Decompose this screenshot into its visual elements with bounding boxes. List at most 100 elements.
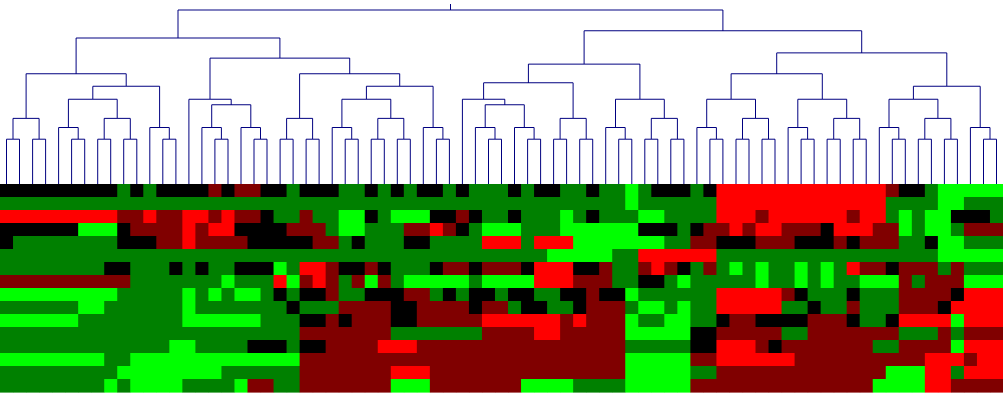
- heatmap-cell: [755, 236, 770, 250]
- heatmap-cell: [130, 223, 144, 237]
- heatmap-cell: [377, 223, 392, 237]
- heatmap-cell: [442, 249, 457, 263]
- heatmap-cell: [78, 379, 92, 393]
- heatmap-cell: [573, 275, 587, 289]
- heatmap-cell: [638, 184, 652, 198]
- heatmap-cell: [872, 197, 887, 211]
- heatmap-cell: [130, 288, 144, 302]
- heatmap-cell: [703, 314, 718, 328]
- heatmap-cell: [885, 210, 900, 224]
- heatmap-cell: [846, 353, 861, 367]
- heatmap-cell: [690, 314, 705, 328]
- heatmap-cell: [768, 379, 783, 393]
- heatmap-cell: [911, 210, 926, 224]
- heatmap-cell: [937, 314, 952, 328]
- heatmap-cell: [78, 340, 92, 354]
- heatmap-cell: [755, 366, 770, 380]
- heatmap-cell: [846, 301, 861, 315]
- heatmap-cell: [677, 223, 691, 237]
- heatmap-cell: [364, 327, 379, 341]
- heatmap-cell: [924, 314, 939, 328]
- heatmap-cell: [247, 249, 262, 263]
- heatmap-cell: [221, 184, 236, 198]
- heatmap-cell: [208, 184, 223, 198]
- heatmap-cell: [742, 327, 757, 341]
- heatmap-cell: [742, 249, 757, 263]
- heatmap-cell: [182, 262, 196, 276]
- heatmap-cell: [508, 275, 522, 289]
- heatmap-cell: [742, 197, 757, 211]
- heatmap-cell: [65, 314, 79, 328]
- heatmap-cell: [52, 327, 66, 341]
- heatmap-cell: [0, 353, 14, 367]
- heatmap-cell: [872, 262, 887, 276]
- heatmap-cell: [260, 301, 275, 315]
- heatmap-cell: [664, 353, 678, 367]
- heatmap-cell: [885, 275, 900, 289]
- heatmap-cell: [547, 236, 561, 250]
- heatmap-cell: [781, 236, 796, 250]
- heatmap-cell: [104, 184, 118, 198]
- heatmap-cell: [521, 301, 535, 315]
- heatmap-cell: [742, 236, 757, 250]
- heatmap-cell: [638, 314, 652, 328]
- heatmap-cell: [781, 197, 796, 211]
- heatmap-cell: [169, 262, 183, 276]
- heatmap-cell: [820, 262, 835, 276]
- heatmap-cell: [898, 314, 913, 328]
- heatmap-cell: [703, 353, 718, 367]
- heatmap-cell: [494, 236, 509, 250]
- heatmap-cell: [299, 275, 314, 289]
- heatmap-cell: [416, 262, 431, 276]
- heatmap-cell: [13, 197, 27, 211]
- heatmap-cell: [299, 223, 314, 237]
- heatmap-cell: [651, 366, 665, 380]
- heatmap-cell: [273, 340, 288, 354]
- heatmap-cell: [156, 249, 170, 263]
- heatmap-cell: [599, 353, 613, 367]
- heatmap-cell: [989, 379, 1003, 393]
- heatmap-cell: [364, 314, 379, 328]
- heatmap-cell: [729, 223, 744, 237]
- heatmap-cell: [716, 236, 731, 250]
- heatmap-cell: [729, 262, 744, 276]
- heatmap-cell: [312, 353, 327, 367]
- heatmap-cell: [65, 184, 79, 198]
- heatmap-cell: [677, 340, 691, 354]
- heatmap-cell: [52, 249, 66, 263]
- heatmap-cell: [911, 340, 926, 354]
- heatmap-cell: [846, 184, 861, 198]
- heatmap-cell: [547, 340, 561, 354]
- heatmap-cell: [963, 262, 978, 276]
- heatmap-cell: [39, 288, 53, 302]
- heatmap-cell: [963, 249, 978, 263]
- heatmap-cell: [560, 288, 574, 302]
- heatmap-cell: [247, 379, 262, 393]
- heatmap-cell: [625, 379, 639, 393]
- heatmap-cell: [104, 223, 118, 237]
- heatmap-cell: [989, 275, 1003, 289]
- heatmap-cell: [494, 340, 509, 354]
- heatmap-cell: [78, 262, 92, 276]
- heatmap-cell: [534, 301, 548, 315]
- heatmap-cell: [234, 301, 249, 315]
- heatmap-cell: [416, 366, 431, 380]
- heatmap-cell: [781, 379, 796, 393]
- heatmap-cell: [950, 301, 965, 315]
- heatmap-cell: [208, 210, 223, 224]
- heatmap-cell: [560, 223, 574, 237]
- heatmap-cell: [976, 340, 991, 354]
- heatmap-cell: [599, 288, 613, 302]
- heatmap-cell: [989, 184, 1003, 198]
- heatmap-cell: [429, 275, 444, 289]
- heatmap-cell: [208, 288, 223, 302]
- heatmap-cell: [651, 353, 665, 367]
- heatmap-cell: [442, 275, 457, 289]
- heatmap-cell: [807, 262, 822, 276]
- heatmap-cell: [208, 340, 223, 354]
- heatmap-cell: [534, 262, 548, 276]
- heatmap-cell: [325, 288, 340, 302]
- heatmap-cell: [859, 223, 874, 237]
- heatmap-cell: [976, 236, 991, 250]
- heatmap-cell: [664, 197, 678, 211]
